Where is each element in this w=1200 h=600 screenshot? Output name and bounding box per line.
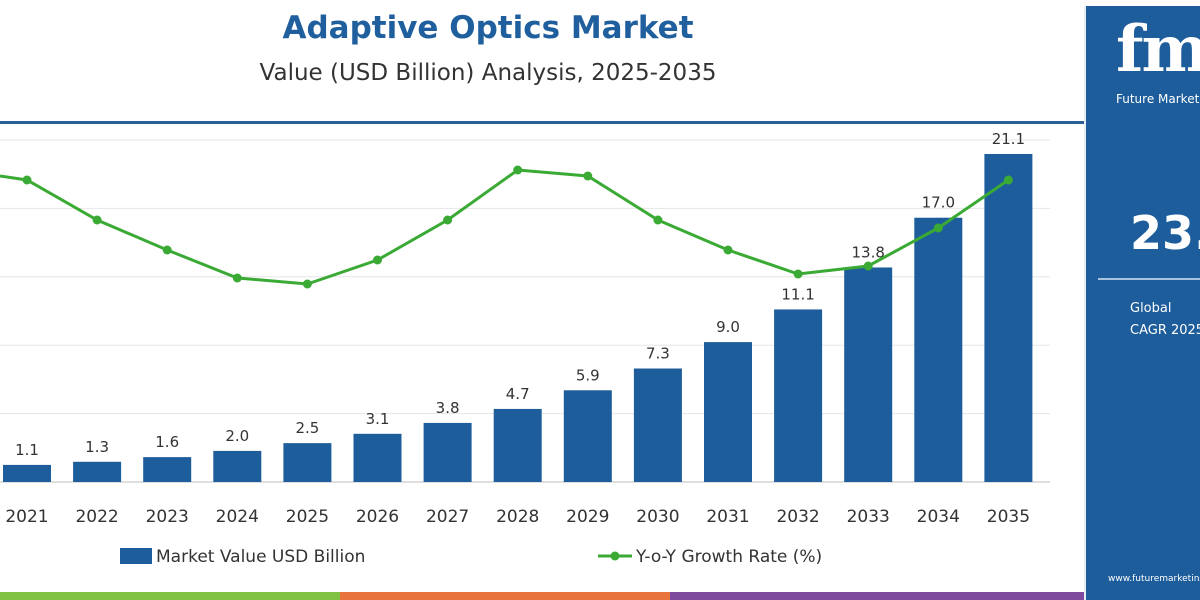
footer-stripe-green xyxy=(0,592,340,600)
chart-canvas: 1.1 2021 1.3 2022 1.6 2023 2.0 2024 2.5 2025 3.1 20… xyxy=(0,130,1050,567)
growth-point-2021 xyxy=(22,175,32,185)
x-tick-label-2028: 2028 xyxy=(496,507,539,527)
x-tick-label-2024: 2024 xyxy=(216,507,259,527)
cagr-value: 23. xyxy=(1130,206,1200,260)
bar-2035 xyxy=(984,153,1033,482)
bar-value-label-2030: 7.3 xyxy=(646,345,670,363)
growth-rate-line xyxy=(0,168,1010,286)
x-tick-label-2029: 2029 xyxy=(566,507,609,527)
bar-value-label-2032: 11.1 xyxy=(781,285,814,303)
bar-value-label-2028: 4.7 xyxy=(506,385,530,403)
x-tick-label-2030: 2030 xyxy=(636,507,679,527)
x-tick-label-2023: 2023 xyxy=(146,507,189,527)
growth-point-2030 xyxy=(653,215,663,225)
chart-title: Adaptive Optics Market xyxy=(282,10,694,46)
bar-value-label-2027: 3.8 xyxy=(436,399,460,417)
bar-2024 xyxy=(213,450,262,482)
x-tick-label-2032: 2032 xyxy=(776,507,819,527)
cagr-label: Global CAGR 2025-2035 xyxy=(1130,298,1200,342)
cagr-label-line2: CAGR 2025-2035 xyxy=(1130,323,1200,338)
footer-stripe-orange xyxy=(340,592,670,600)
bar-value-label-2035: 21.1 xyxy=(992,130,1025,148)
bar-2021 xyxy=(3,464,51,482)
growth-point-2034 xyxy=(933,223,943,233)
brand-sidebar: fmi Future Market Insights 23. Global CA… xyxy=(1084,6,1200,600)
x-tick-label-2025: 2025 xyxy=(286,507,329,527)
bar-value-label-2023: 1.6 xyxy=(155,433,179,451)
legend-line-label: Y-o-Y Growth Rate (%) xyxy=(635,547,822,567)
bar-value-label-2026: 3.1 xyxy=(366,410,390,428)
sidebar-divider xyxy=(1098,278,1200,280)
growth-point-2022 xyxy=(92,215,102,225)
growth-point-2029 xyxy=(583,171,593,181)
growth-point-2027 xyxy=(443,215,453,225)
brand-logo: fmi xyxy=(1116,12,1200,87)
bar-2028 xyxy=(493,408,542,482)
bar-value-label-2031: 9.0 xyxy=(716,318,740,336)
growth-point-2026 xyxy=(373,255,382,265)
bar-2022 xyxy=(73,461,122,482)
x-tick-label-2021: 2021 xyxy=(5,507,48,527)
legend-bar-swatch xyxy=(120,548,152,564)
x-tick-label-2035: 2035 xyxy=(987,507,1030,527)
x-tick-label-2034: 2034 xyxy=(917,507,960,527)
growth-point-2023 xyxy=(162,245,172,255)
bar-2033 xyxy=(844,267,893,482)
bar-2026 xyxy=(353,433,402,482)
growth-point-2033 xyxy=(863,261,873,271)
legend-line-marker xyxy=(610,551,620,561)
growth-point-2035 xyxy=(1003,175,1013,185)
bar-value-label-2033: 13.8 xyxy=(851,243,884,261)
bar-2027 xyxy=(423,422,472,482)
x-tick-label-2026: 2026 xyxy=(356,507,399,527)
bar-2023 xyxy=(143,457,192,482)
x-tick-label-2033: 2033 xyxy=(847,507,890,527)
bar-value-label-2025: 2.5 xyxy=(295,419,319,437)
bar-value-label-2034: 17.0 xyxy=(922,194,955,212)
growth-point-2024 xyxy=(232,273,242,283)
brand-name: Future Market Insights xyxy=(1116,92,1200,106)
bar-value-label-2024: 2.0 xyxy=(225,427,249,445)
bar-value-label-2029: 5.9 xyxy=(576,366,600,384)
cagr-label-line1: Global xyxy=(1130,301,1172,316)
growth-point-2032 xyxy=(793,269,803,279)
chart-subtitle: Value (USD Billion) Analysis, 2025-2035 xyxy=(259,60,717,86)
footer-stripe-purple xyxy=(670,592,1084,600)
title-divider xyxy=(0,121,1084,124)
x-tick-label-2031: 2031 xyxy=(706,507,749,527)
bar-2025 xyxy=(283,443,332,482)
bar-2031 xyxy=(704,342,752,482)
bar-2029 xyxy=(563,390,612,482)
bar-2034 xyxy=(914,217,963,482)
x-tick-label-2027: 2027 xyxy=(426,507,469,527)
bar-value-label-2021: 1.1 xyxy=(15,441,39,459)
bar-2032 xyxy=(774,309,823,482)
growth-point-2025 xyxy=(302,279,312,289)
bar-2030 xyxy=(633,368,682,482)
legend-bar-label: Market Value USD Billion xyxy=(156,547,365,567)
site-url: www.futuremarketinsights.com xyxy=(1108,574,1200,584)
growth-point-2028 xyxy=(513,165,523,175)
growth-point-2031 xyxy=(723,245,733,255)
x-tick-label-2022: 2022 xyxy=(75,507,118,527)
bar-value-label-2022: 1.3 xyxy=(85,438,109,456)
